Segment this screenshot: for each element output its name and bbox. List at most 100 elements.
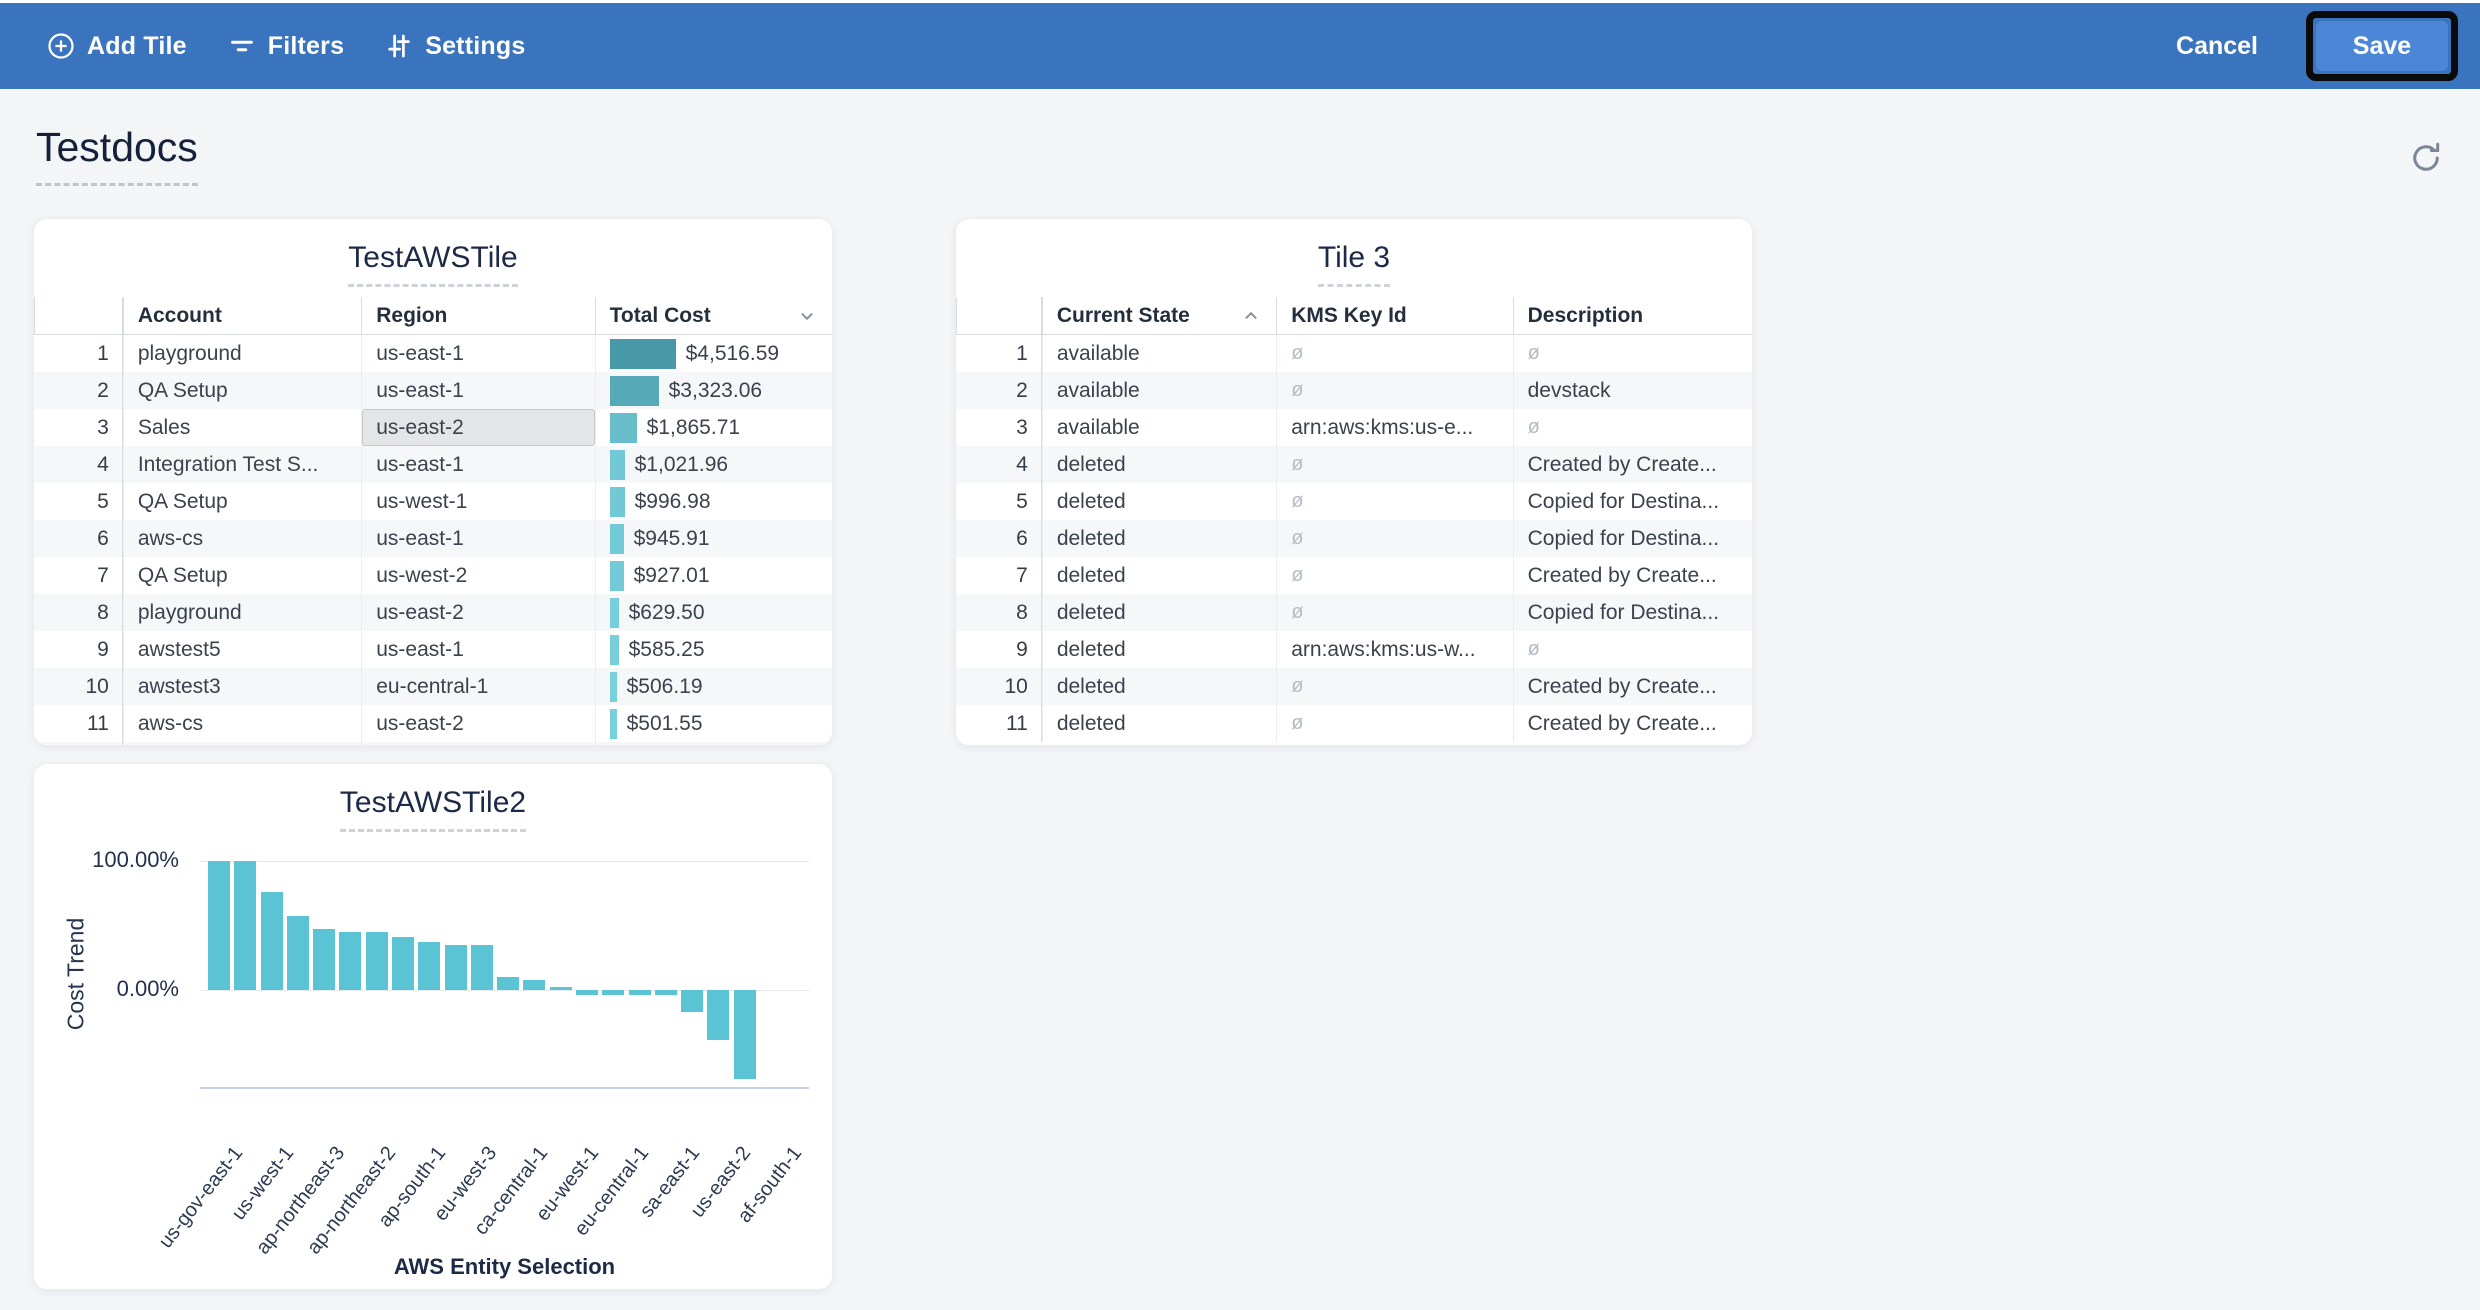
account-cell[interactable]: Sales: [122, 409, 361, 446]
total-cost-cell[interactable]: $927.01: [594, 557, 832, 594]
chart-bar[interactable]: [418, 942, 440, 990]
total-cost-cell[interactable]: $585.25: [594, 631, 832, 668]
tile-testawstile-title[interactable]: TestAWSTile: [348, 241, 518, 287]
kms-cell[interactable]: ø: [1276, 483, 1512, 520]
total-cost-cell[interactable]: $629.50: [594, 594, 832, 631]
description-cell[interactable]: devstack: [1512, 372, 1752, 409]
column-header-account[interactable]: Account: [122, 297, 362, 334]
region-cell[interactable]: eu-central-1: [361, 668, 594, 705]
region-cell[interactable]: us-east-1: [361, 520, 594, 557]
column-header-current-state[interactable]: Current State: [1041, 297, 1277, 334]
kms-cell[interactable]: ø: [1276, 705, 1512, 742]
chart-bar[interactable]: [471, 945, 493, 990]
chart-bar[interactable]: [208, 861, 230, 990]
add-tile-button[interactable]: Add Tile: [46, 31, 187, 61]
description-cell[interactable]: Created by Create...: [1512, 557, 1752, 594]
kms-cell[interactable]: arn:aws:kms:us-e...: [1276, 409, 1512, 446]
kms-cell[interactable]: ø: [1276, 668, 1512, 705]
total-cost-cell[interactable]: $501.55: [594, 705, 832, 742]
tile-tile3-title[interactable]: Tile 3: [1317, 241, 1391, 287]
tile-testawstile2[interactable]: TestAWSTile2 100.00% 0.00% Cost Trend us…: [33, 763, 833, 1290]
chart-bar[interactable]: [734, 990, 756, 1079]
account-cell[interactable]: playground: [122, 594, 361, 631]
region-cell[interactable]: us-west-2: [361, 557, 594, 594]
total-cost-cell[interactable]: $506.19: [594, 668, 832, 705]
state-cell[interactable]: deleted: [1041, 446, 1276, 483]
account-cell[interactable]: QA Setup: [122, 557, 361, 594]
tile-testawstile[interactable]: TestAWSTile Account Region Total Cost 1 play…: [33, 218, 833, 746]
column-header-kms-key-id[interactable]: KMS Key Id: [1276, 297, 1513, 334]
column-header-description[interactable]: Description: [1512, 297, 1752, 334]
kms-cell[interactable]: ø: [1276, 520, 1512, 557]
chart-bar[interactable]: [602, 990, 624, 995]
dashboard-title[interactable]: Testdocs: [36, 124, 198, 186]
description-cell[interactable]: Copied for Destina...: [1512, 594, 1752, 631]
filters-button[interactable]: Filters: [227, 31, 344, 61]
region-cell[interactable]: us-east-1: [361, 446, 594, 483]
total-cost-cell[interactable]: $4,516.59: [594, 335, 832, 372]
state-cell[interactable]: deleted: [1041, 520, 1276, 557]
state-cell[interactable]: deleted: [1041, 668, 1276, 705]
tile-tile3[interactable]: Tile 3 Current State KMS Key Id Descriptio…: [955, 218, 1753, 746]
description-cell[interactable]: Copied for Destina...: [1512, 520, 1752, 557]
description-cell[interactable]: ø: [1512, 335, 1752, 372]
tile-testawstile2-title[interactable]: TestAWSTile2: [339, 786, 527, 832]
chart-bar[interactable]: [523, 980, 545, 990]
region-cell-selected[interactable]: us-east-2: [361, 409, 595, 446]
state-cell[interactable]: deleted: [1041, 705, 1276, 742]
kms-cell[interactable]: arn:aws:kms:us-w...: [1276, 631, 1512, 668]
cancel-button[interactable]: Cancel: [2176, 31, 2258, 60]
total-cost-cell[interactable]: $1,865.71: [594, 409, 832, 446]
column-header-region[interactable]: Region: [361, 297, 595, 334]
state-cell[interactable]: deleted: [1041, 483, 1276, 520]
account-cell[interactable]: Integration Test S...: [122, 446, 361, 483]
account-cell[interactable]: QA Setup: [122, 483, 361, 520]
chart-bar[interactable]: [339, 932, 361, 990]
chart-bar[interactable]: [550, 987, 572, 990]
chart-bar[interactable]: [497, 977, 519, 990]
description-cell[interactable]: Created by Create...: [1512, 668, 1752, 705]
chart-bar[interactable]: [366, 932, 388, 990]
account-cell[interactable]: playground: [122, 335, 361, 372]
total-cost-cell[interactable]: $1,021.96: [594, 446, 832, 483]
chart-bar[interactable]: [707, 990, 729, 1040]
kms-cell[interactable]: ø: [1276, 372, 1512, 409]
region-cell[interactable]: us-east-1: [361, 631, 594, 668]
chart-bar[interactable]: [629, 990, 651, 995]
chart-bar[interactable]: [261, 892, 283, 990]
column-header-total-cost[interactable]: Total Cost: [594, 297, 832, 334]
description-cell[interactable]: Copied for Destina...: [1512, 483, 1752, 520]
refresh-button[interactable]: [2406, 138, 2446, 178]
kms-cell[interactable]: ø: [1276, 335, 1512, 372]
state-cell[interactable]: available: [1041, 335, 1276, 372]
state-cell[interactable]: deleted: [1041, 631, 1276, 668]
chart-bar[interactable]: [681, 990, 703, 1012]
chart-bar[interactable]: [392, 937, 414, 990]
chart-bar[interactable]: [655, 990, 677, 995]
chart-bar[interactable]: [445, 945, 467, 990]
region-cell[interactable]: us-east-2: [361, 594, 594, 631]
total-cost-cell[interactable]: $3,323.06: [594, 372, 832, 409]
chart-bar[interactable]: [234, 861, 256, 990]
state-cell[interactable]: available: [1041, 372, 1276, 409]
description-cell[interactable]: ø: [1512, 409, 1752, 446]
region-cell[interactable]: us-east-1: [361, 372, 594, 409]
region-cell[interactable]: us-west-1: [361, 483, 594, 520]
region-cell[interactable]: us-east-1: [361, 335, 594, 372]
settings-button[interactable]: Settings: [384, 31, 525, 61]
region-cell[interactable]: us-east-2: [361, 705, 594, 742]
kms-cell[interactable]: ø: [1276, 557, 1512, 594]
state-cell[interactable]: available: [1041, 409, 1276, 446]
total-cost-cell[interactable]: $996.98: [594, 483, 832, 520]
description-cell[interactable]: ø: [1512, 631, 1752, 668]
total-cost-cell[interactable]: $945.91: [594, 520, 832, 557]
state-cell[interactable]: deleted: [1041, 594, 1276, 631]
save-button[interactable]: Save: [2316, 21, 2448, 71]
chart-bar[interactable]: [287, 916, 309, 990]
account-cell[interactable]: aws-cs: [122, 705, 361, 742]
kms-cell[interactable]: ø: [1276, 446, 1512, 483]
chart-bar[interactable]: [576, 990, 598, 995]
account-cell[interactable]: awstest3: [122, 668, 361, 705]
account-cell[interactable]: aws-cs: [122, 520, 361, 557]
description-cell[interactable]: Created by Create...: [1512, 705, 1752, 742]
